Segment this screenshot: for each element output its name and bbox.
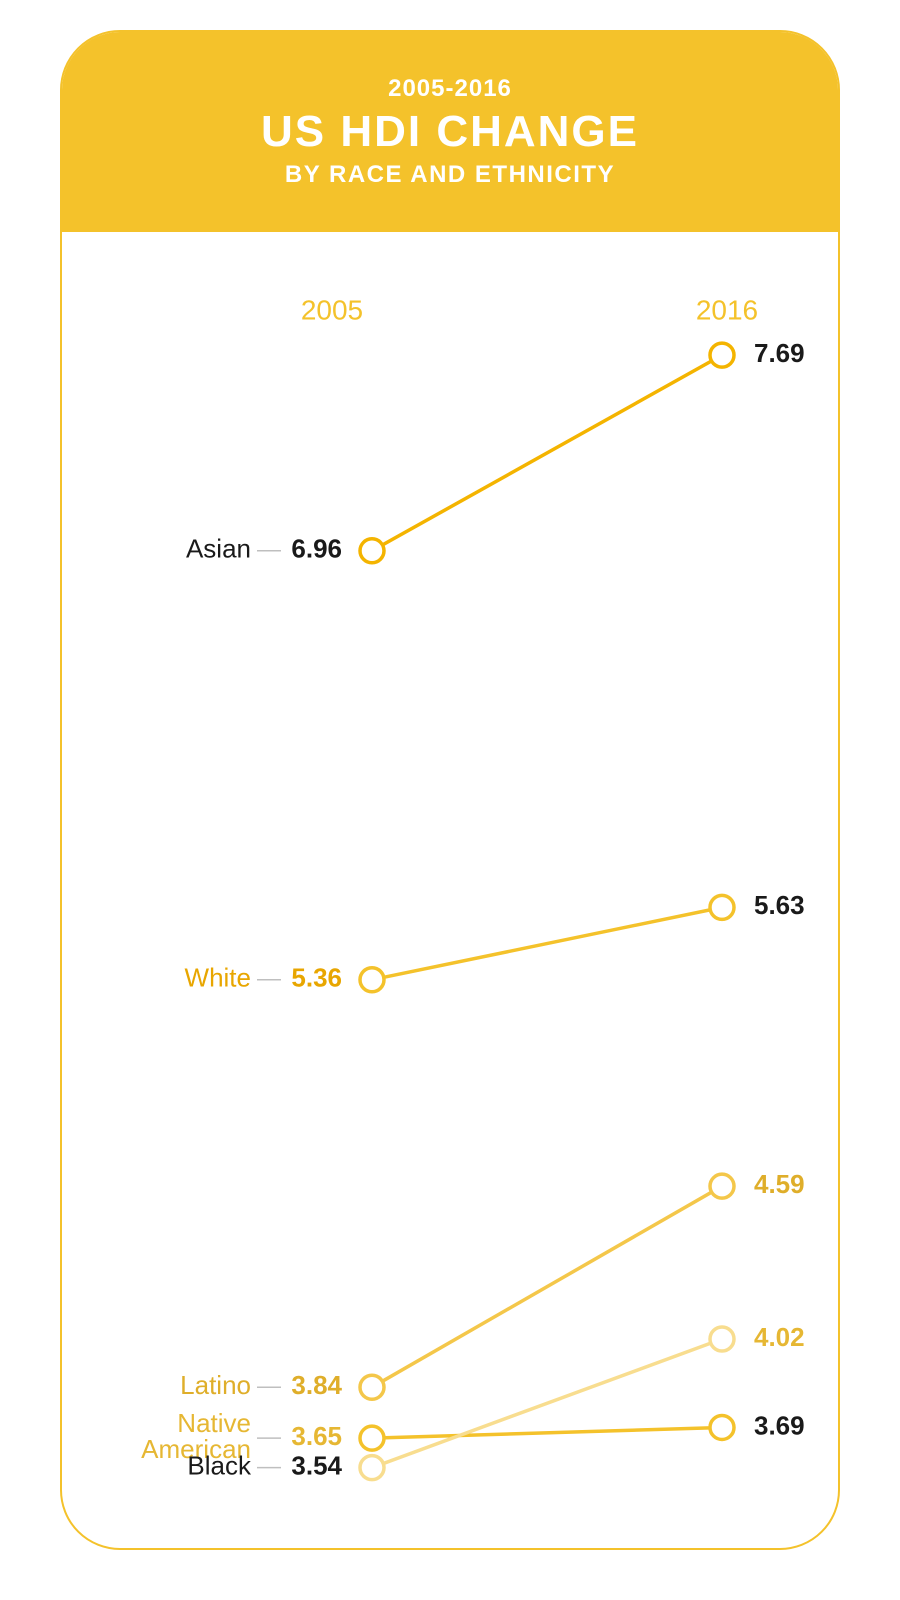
series-label: Black <box>187 1451 252 1481</box>
marker-start <box>360 1375 384 1399</box>
slope-line <box>372 907 722 979</box>
marker-start <box>360 968 384 992</box>
value-end: 4.59 <box>754 1169 805 1199</box>
marker-start <box>360 1456 384 1480</box>
marker-end <box>710 1174 734 1198</box>
value-start: 3.54 <box>291 1451 342 1481</box>
value-end: 4.02 <box>754 1322 805 1352</box>
value-start: 5.36 <box>291 963 342 993</box>
slope-chart: 2005 2016 6.96 Asian 7.69 5.36 White 5.63 3.84 La… <box>62 32 840 1550</box>
value-end: 7.69 <box>754 338 805 368</box>
value-start: 6.96 <box>291 534 342 564</box>
axis-label-left: 2005 <box>301 294 363 325</box>
value-end: 3.69 <box>754 1410 805 1440</box>
chart-card: 2005-2016US HDI CHANGEBY RACE AND ETHNIC… <box>60 30 840 1550</box>
value-start: 3.84 <box>291 1370 342 1400</box>
marker-end <box>710 1327 734 1351</box>
slope-line <box>372 1427 722 1438</box>
axis-label-right: 2016 <box>696 294 758 325</box>
series-label: White <box>185 963 251 993</box>
series-label: Latino <box>180 1370 251 1400</box>
value-end: 5.63 <box>754 890 805 920</box>
marker-start <box>360 539 384 563</box>
slope-line <box>372 355 722 551</box>
value-start: 3.65 <box>291 1421 342 1451</box>
marker-end <box>710 895 734 919</box>
marker-end <box>710 1415 734 1439</box>
marker-end <box>710 343 734 367</box>
series-label: Asian <box>186 534 251 564</box>
marker-start <box>360 1426 384 1450</box>
